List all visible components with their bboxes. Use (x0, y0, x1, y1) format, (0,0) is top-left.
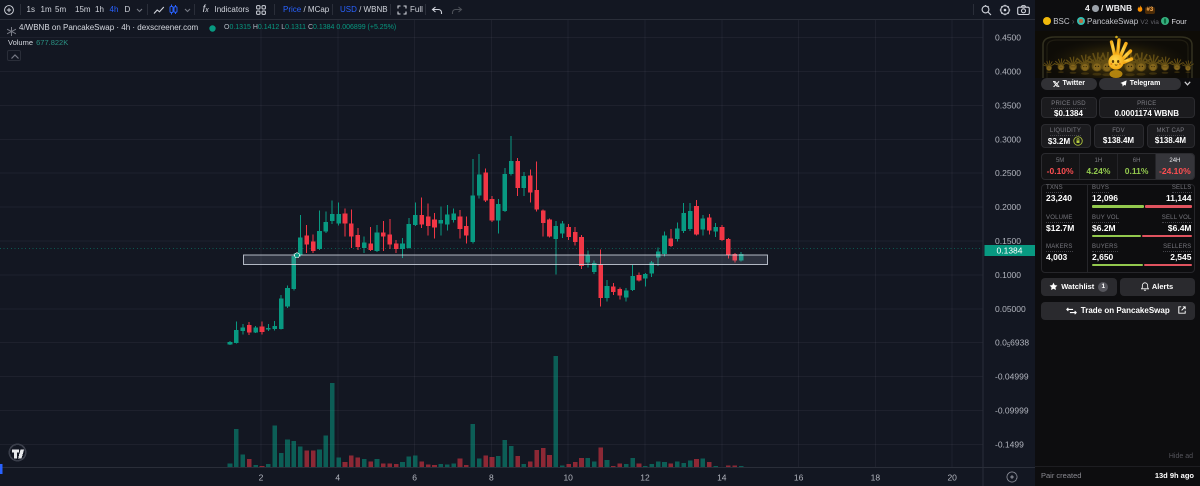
svg-text:0.2000: 0.2000 (995, 202, 1021, 212)
svg-text:2: 2 (259, 473, 264, 483)
svg-text:6: 6 (412, 473, 417, 483)
svg-text:0.4500: 0.4500 (995, 33, 1021, 43)
svg-text:0.1384: 0.1384 (997, 246, 1023, 256)
svg-text:-0.09999: -0.09999 (995, 406, 1029, 416)
svg-text:18: 18 (871, 473, 881, 483)
svg-text:0.2500: 0.2500 (995, 168, 1021, 178)
svg-text:4: 4 (335, 473, 340, 483)
svg-text:0.1000: 0.1000 (995, 270, 1021, 280)
svg-text:-0.1499: -0.1499 (995, 439, 1024, 449)
svg-text:0.05000: 0.05000 (995, 304, 1026, 314)
svg-text:20: 20 (947, 473, 957, 483)
svg-text:0.1500: 0.1500 (995, 236, 1021, 246)
svg-text:0.4000: 0.4000 (995, 67, 1021, 77)
svg-text:16: 16 (794, 473, 804, 483)
svg-text:0.056938: 0.056938 (995, 338, 1029, 350)
svg-text:14: 14 (717, 473, 727, 483)
svg-text:12: 12 (640, 473, 650, 483)
svg-text:0.3000: 0.3000 (995, 134, 1021, 144)
svg-text:-0.04999: -0.04999 (995, 372, 1029, 382)
svg-text:0.3500: 0.3500 (995, 100, 1021, 110)
svg-text:10: 10 (563, 473, 573, 483)
svg-text:8: 8 (489, 473, 494, 483)
